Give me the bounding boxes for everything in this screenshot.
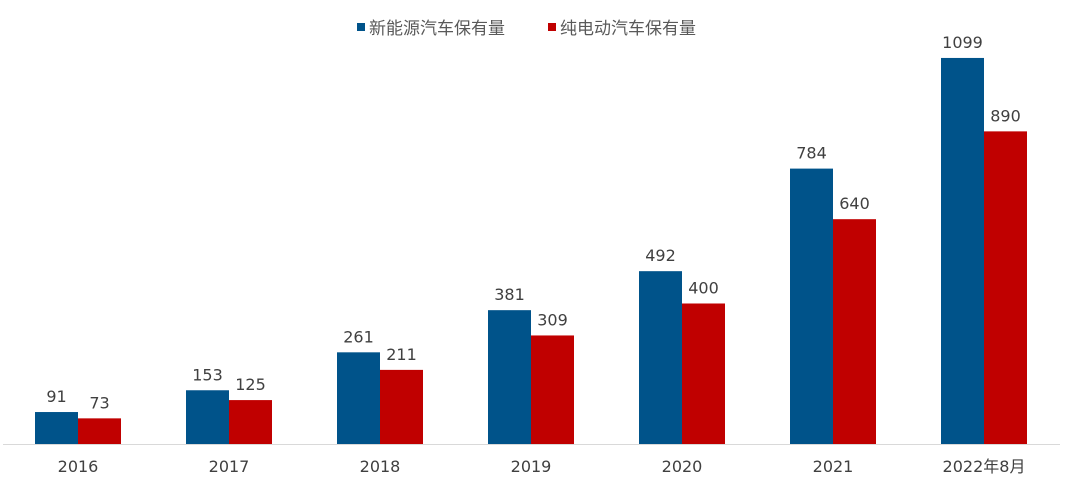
- bar-nev-2016: [35, 412, 78, 444]
- legend-label-nev: 新能源汽车保有量: [369, 19, 505, 39]
- data-label: 125: [235, 375, 266, 394]
- data-label: 73: [89, 393, 109, 412]
- data-label: 400: [688, 278, 719, 297]
- data-label: 309: [537, 310, 568, 329]
- bar-nev-2022年8月: [941, 57, 984, 445]
- data-label: 261: [343, 327, 374, 346]
- data-label: 784: [796, 144, 827, 163]
- bar-bev-2021: [833, 219, 876, 444]
- data-label: 91: [46, 387, 66, 406]
- x-tick-label: 2022年8月: [943, 457, 1026, 476]
- x-tick-label: 2021: [813, 457, 854, 476]
- bar-nev-2020: [639, 271, 682, 444]
- legend-swatch-nev: [357, 23, 365, 31]
- bar-nev-2021: [790, 168, 833, 445]
- data-label: 640: [839, 194, 870, 213]
- bar-nev-2019: [488, 310, 531, 444]
- legend: 新能源汽车保有量 纯电动汽车保有量: [357, 19, 696, 39]
- data-label: 1099: [942, 33, 983, 52]
- data-label: 890: [990, 106, 1021, 125]
- data-label: 153: [192, 365, 223, 384]
- legend-swatch-bev: [548, 23, 556, 31]
- x-tick-label: 2020: [662, 457, 703, 476]
- data-label: 492: [645, 246, 676, 265]
- bar-bev-2016: [78, 418, 121, 444]
- bar-bev-2018: [380, 369, 423, 444]
- bar-bev-2019: [531, 335, 574, 444]
- bar-bev-2022年8月: [984, 131, 1027, 444]
- x-tick-label: 2017: [209, 457, 250, 476]
- bar-nev-2018: [337, 352, 380, 444]
- x-tick-label: 2016: [58, 457, 99, 476]
- bar-bev-2020: [682, 303, 725, 444]
- bar-nev-2017: [186, 390, 229, 444]
- x-tick-label: 2019: [511, 457, 552, 476]
- legend-label-bev: 纯电动汽车保有量: [560, 19, 696, 39]
- data-label: 211: [386, 345, 417, 364]
- x-tick-label: 2018: [360, 457, 401, 476]
- bar-bev-2017: [229, 400, 272, 444]
- data-label: 381: [494, 285, 525, 304]
